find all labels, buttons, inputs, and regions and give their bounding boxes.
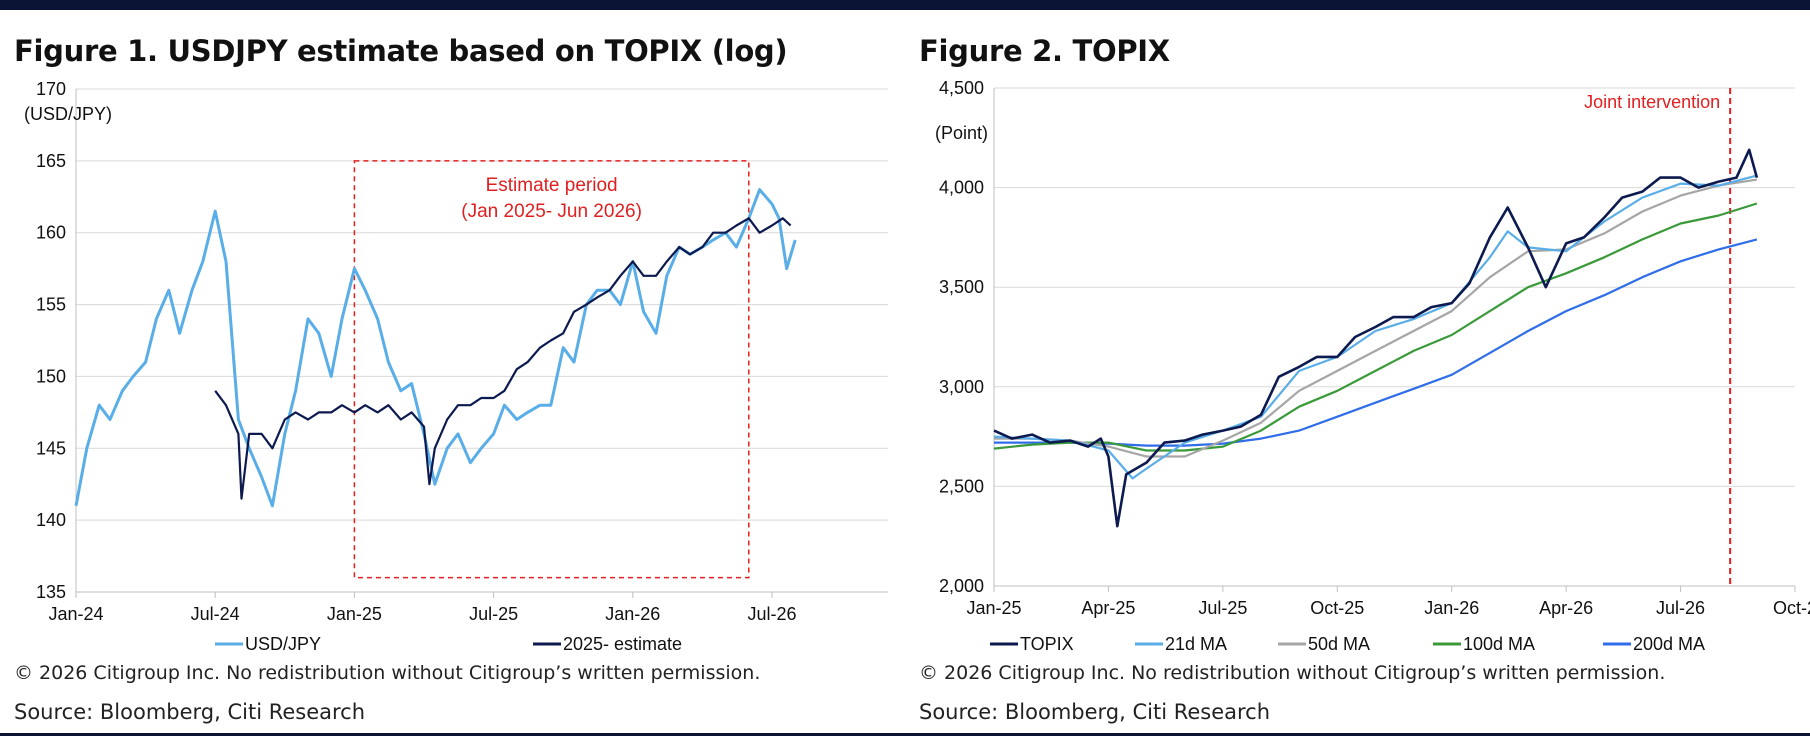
- figure-2-copyright: © 2026 Citigroup Inc. No redistribution …: [919, 662, 1666, 684]
- joint-intervention-label: Joint intervention: [1584, 92, 1720, 112]
- figure-1-title: Figure 1. USDJPY estimate based on TOPIX…: [14, 34, 788, 68]
- figure-1-chart: 135 140 145 150 155 160 165 170 Jan-24 Jul-24 Jan-…: [24, 79, 888, 650]
- legend-label: 100d MA: [1463, 634, 1535, 650]
- series-line-200d-ma: [994, 238, 1758, 447]
- x-tick-label: Jan-25: [966, 598, 1021, 618]
- x-tick-label: Jan-24: [48, 604, 103, 624]
- x-tick-label: Jan-25: [327, 604, 382, 624]
- x-tick-label: Jul-26: [1656, 598, 1705, 618]
- legend-label: 200d MA: [1633, 634, 1705, 650]
- figure-1-source: Source: Bloomberg, Citi Research: [14, 700, 366, 724]
- legend-label: USD/JPY: [245, 634, 321, 650]
- x-tick-label: Apr-25: [1081, 598, 1135, 618]
- y-axis-unit-label: (USD/JPY): [24, 104, 112, 124]
- series-line-50d-ma: [994, 178, 1758, 458]
- figure-2-source: Source: Bloomberg, Citi Research: [919, 700, 1271, 724]
- series-line-2025-estimate: [214, 217, 792, 500]
- estimate-period-box: [353, 160, 750, 579]
- legend-label: TOPIX: [1020, 634, 1074, 650]
- y-tick-label: 4,000: [939, 178, 984, 198]
- figure-2-chart: 2,000 2,500 3,000 3,500 4,000 4,500 Jan-25 Apr-…: [935, 78, 1810, 650]
- figure-1-copyright: © 2026 Citigroup Inc. No redistribution …: [14, 662, 761, 684]
- x-tick-label: Oct-25: [1310, 598, 1364, 618]
- estimate-period-label: (Jan 2025- Jun 2026): [461, 201, 642, 222]
- x-tick-label: Oct-2: [1773, 598, 1810, 618]
- series-line-21d-ma: [993, 174, 1758, 480]
- x-tick-label: Jul-25: [469, 604, 518, 624]
- legend-label: 2025- estimate: [563, 634, 682, 650]
- x-tick-label: Jan-26: [1424, 598, 1479, 618]
- series-line-100d-ma: [993, 202, 1758, 452]
- figure-2-title: Figure 2. TOPIX: [919, 34, 1170, 68]
- legend-label: 21d MA: [1165, 634, 1227, 650]
- top-rule: [0, 0, 1810, 10]
- y-axis-unit-label: (Point): [935, 123, 988, 143]
- series-line-usd-jpy: [74, 188, 797, 508]
- y-tick-label: 170: [36, 79, 66, 99]
- x-tick-label: Jul-26: [747, 604, 796, 624]
- y-tick-label: 3,000: [939, 377, 984, 397]
- x-tick-label: Apr-26: [1539, 598, 1593, 618]
- legend-label: 50d MA: [1308, 634, 1370, 650]
- x-tick-label: Jul-24: [191, 604, 240, 624]
- figure-1-panel: Figure 1. USDJPY estimate based on TOPIX…: [0, 10, 900, 733]
- bottom-rule: [0, 733, 1810, 736]
- x-tick-label: Jan-26: [605, 604, 660, 624]
- y-tick-label: 140: [36, 510, 66, 530]
- y-tick-label: 2,000: [939, 576, 984, 596]
- y-tick-label: 150: [36, 366, 66, 386]
- y-tick-label: 160: [36, 223, 66, 243]
- estimate-period-label: Estimate period: [486, 175, 618, 196]
- x-tick-label: Jul-25: [1198, 598, 1247, 618]
- y-tick-label: 165: [36, 151, 66, 171]
- y-tick-label: 2,500: [939, 476, 984, 496]
- series-line-topix: [993, 148, 1759, 528]
- y-tick-label: 4,500: [939, 78, 984, 98]
- y-tick-label: 3,500: [939, 277, 984, 297]
- figure-2-panel: Figure 2. TOPIX 2,000 2,500 3,000 3,500 4,00…: [905, 10, 1810, 733]
- y-tick-label: 135: [36, 582, 66, 602]
- y-tick-label: 145: [36, 438, 66, 458]
- y-tick-label: 155: [36, 295, 66, 315]
